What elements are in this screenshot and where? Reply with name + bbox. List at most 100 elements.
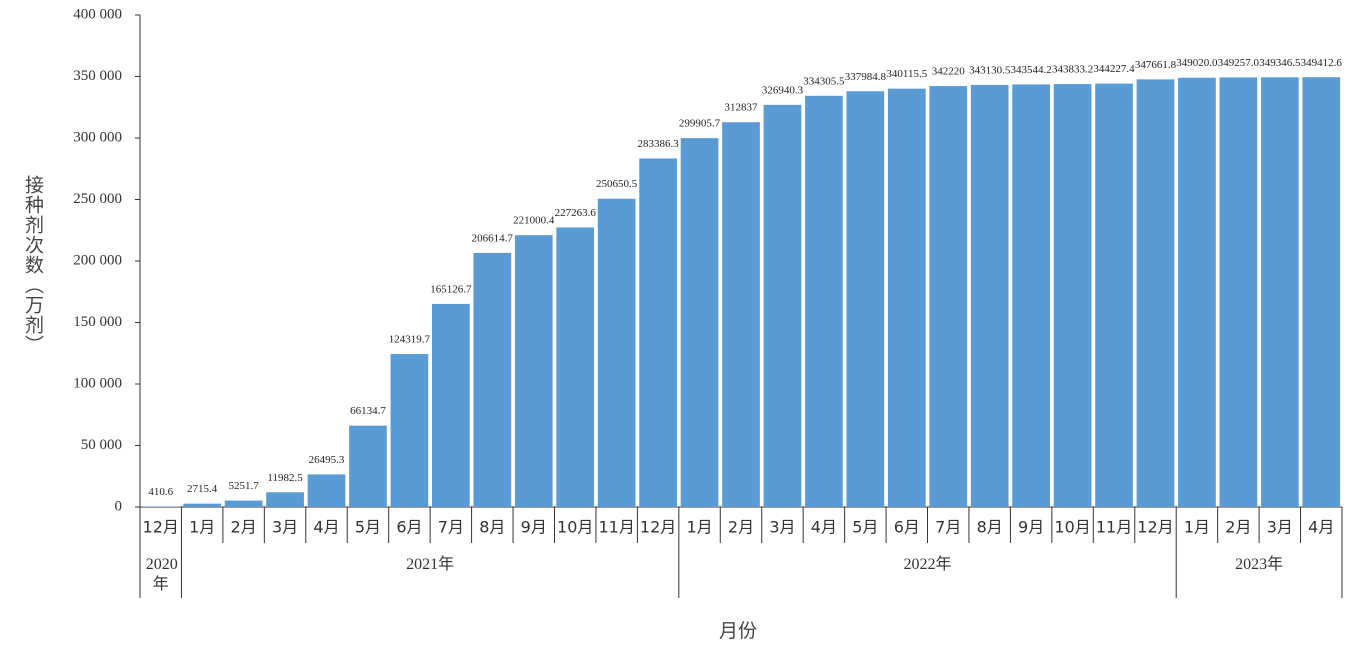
x-tick-label: 5月 [852, 518, 878, 537]
y-tick-label: 0 [115, 498, 123, 514]
bar [224, 500, 263, 507]
value-label: 283386.3 [637, 138, 679, 150]
x-tick-label: 12月 [143, 518, 179, 537]
value-label: 343544.2 [1011, 64, 1052, 76]
bar [514, 235, 553, 508]
x-tick-label: 2月 [1225, 518, 1251, 537]
x-tick-label: 11月 [1096, 518, 1132, 537]
x-tick-label: 3月 [1267, 518, 1293, 537]
x-tick-label: 10月 [557, 518, 593, 537]
bar [887, 88, 926, 508]
x-tick-label: 12月 [640, 518, 676, 537]
bar [680, 138, 719, 508]
value-label: 165126.7 [430, 283, 472, 295]
bar [141, 506, 180, 507]
x-tick-label: 6月 [894, 518, 920, 537]
y-tick-label: 50 000 [81, 437, 122, 453]
y-tick-label: 400 000 [73, 6, 122, 22]
bar [390, 354, 429, 507]
y-axis-label: 接种剂次数（万剂） [22, 175, 44, 355]
bar [1095, 83, 1133, 508]
value-label: 349412.6 [1301, 57, 1343, 69]
y-tick-label: 150 000 [73, 314, 122, 330]
x-tick-label: 9月 [1018, 518, 1044, 537]
value-label: 326940.3 [762, 84, 804, 96]
value-label: 221000.4 [513, 215, 555, 227]
x-tick-label: 1月 [686, 518, 712, 537]
value-label: 11982.5 [267, 472, 303, 484]
x-tick-label: 4月 [811, 518, 837, 537]
value-label: 340115.5 [886, 68, 927, 80]
x-tick-label: 11月 [598, 518, 634, 537]
value-label: 250650.5 [596, 178, 638, 190]
bar [722, 122, 760, 508]
x-tick-label: 10月 [1054, 518, 1090, 537]
bar [1053, 84, 1092, 507]
value-label: 206614.7 [472, 232, 514, 244]
value-label: 343833.2 [1052, 64, 1093, 76]
bar [1178, 77, 1216, 508]
value-label: 349346.5 [1259, 57, 1301, 69]
bar [183, 503, 222, 507]
x-group-label: 2023年 [1235, 556, 1284, 573]
value-label: 2715.4 [187, 483, 218, 495]
x-group-label: 2022年 [903, 556, 952, 573]
bar [266, 492, 304, 507]
x-tick-label: 6月 [396, 518, 422, 537]
y-tick-label: 350 000 [73, 68, 122, 84]
x-tick-label: 1月 [1184, 518, 1210, 537]
value-label: 349257.0 [1218, 57, 1260, 69]
bar [556, 227, 595, 508]
value-label: 347661.8 [1135, 59, 1177, 71]
y-tick-label: 100 000 [73, 375, 122, 391]
bar [846, 91, 885, 508]
x-group-label: 2021年 [406, 556, 455, 573]
bar [1219, 77, 1258, 508]
value-label: 227263.6 [555, 207, 597, 219]
y-tick-label: 300 000 [73, 129, 122, 145]
x-tick-label: 12月 [1137, 518, 1173, 537]
y-tick-label: 250 000 [73, 191, 122, 207]
x-tick-label: 3月 [769, 518, 795, 537]
x-tick-label: 4月 [1308, 518, 1334, 537]
x-tick-label: 5月 [355, 518, 381, 537]
value-label: 66134.7 [350, 405, 386, 417]
x-axis-label: 月份 [718, 620, 757, 642]
y-tick-label: 200 000 [73, 252, 122, 268]
x-tick-label: 1月 [189, 518, 215, 537]
bar [1260, 77, 1299, 507]
x-tick-label: 9月 [521, 518, 547, 537]
x-tick-label: 7月 [438, 518, 464, 537]
value-label: 5251.7 [228, 480, 259, 492]
value-label: 349020.0 [1176, 57, 1218, 69]
x-tick-label: 3月 [272, 518, 298, 537]
value-label: 343130.5 [969, 64, 1011, 76]
value-label: 342220 [932, 66, 966, 78]
value-label: 334305.5 [803, 75, 845, 87]
x-tick-label: 2月 [728, 518, 754, 537]
bar [473, 252, 512, 507]
x-tick-label: 8月 [977, 518, 1003, 537]
value-label: 124319.7 [389, 334, 431, 346]
x-tick-label: 8月 [479, 518, 505, 537]
value-label: 337984.8 [845, 71, 887, 83]
bar [432, 303, 470, 507]
bar [1012, 84, 1050, 507]
x-tick-label: 7月 [935, 518, 961, 537]
value-label: 299905.7 [679, 118, 721, 130]
bar [1136, 79, 1175, 508]
bar [597, 198, 636, 507]
bar [970, 84, 1009, 507]
value-label: 312837 [725, 102, 759, 114]
value-label: 344227.4 [1093, 63, 1135, 75]
x-tick-label: 4月 [313, 518, 339, 537]
bar [805, 95, 843, 508]
bar [763, 104, 802, 507]
bar [929, 86, 968, 507]
x-group-label: 2020年 [145, 556, 178, 593]
bar [349, 425, 387, 507]
bar [307, 474, 346, 507]
bar [1302, 77, 1341, 507]
bar [639, 158, 677, 507]
